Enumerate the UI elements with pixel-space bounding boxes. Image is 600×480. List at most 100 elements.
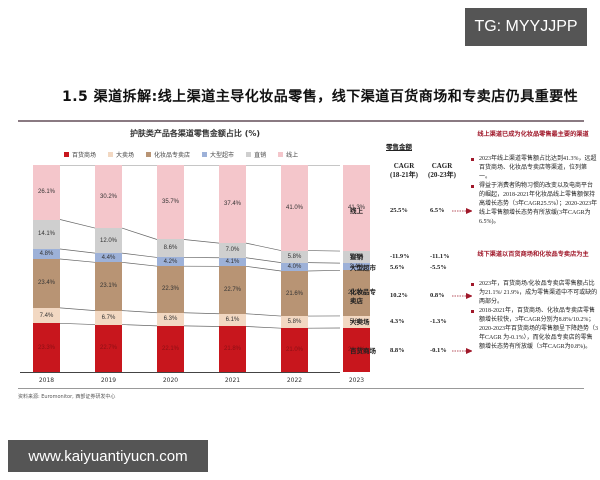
divider-bottom <box>18 388 584 389</box>
cagr-18-21-label: CAGR (18-21年) <box>390 162 418 179</box>
data-label: 4.4% <box>101 254 116 261</box>
bar-segment: 41.0% <box>281 165 308 251</box>
watermark-top: TG: MYYJJPP <box>465 8 587 46</box>
data-label: 37.4% <box>223 201 241 208</box>
data-label: 6.3% <box>163 316 178 323</box>
bar-segment: 4.4% <box>95 253 122 263</box>
data-label: 26.1% <box>37 189 55 196</box>
bar-segment: 7.4% <box>33 307 60 324</box>
bar-segment: 4.2% <box>157 257 184 267</box>
data-label: 6.1% <box>225 317 240 324</box>
legend-item: 直销 <box>246 150 266 159</box>
data-label: 4.1% <box>225 259 240 266</box>
channel-name: 直销 <box>350 254 363 261</box>
page-title: 1.5 渠道拆解:线上渠道主导化妆品零售，线下渠道百货商场和专卖店仍具重要性 <box>62 89 579 105</box>
arrow-right-icon <box>452 348 472 354</box>
bar-segment: 4.0% <box>281 262 308 271</box>
stacked-bar-chart: 23.3% 7.4% 23.4% 4.8% 14.1% 26.1% 22.7% 6.7% 23.… <box>20 165 370 372</box>
x-tick-label: 2019 <box>100 377 117 384</box>
data-label: 7.4% <box>39 312 54 319</box>
chart-title: 护肤类产品各渠道零售金额占比 (%) <box>129 129 261 138</box>
data-label: 22.1% <box>161 345 179 352</box>
bar-segment: 3.4% <box>343 263 370 271</box>
data-label: 41.0% <box>285 204 303 211</box>
cagr-18-21-value: 4.3% <box>390 318 405 325</box>
data-label: 14.1% <box>37 231 55 238</box>
legend-label: 大型超市 <box>210 152 235 159</box>
data-label: 23.3% <box>37 344 55 351</box>
bar-segment: 6.7% <box>95 310 122 325</box>
data-label: 35.7% <box>161 199 179 206</box>
online-bullet-2: 得益于消费者购物习惯的改变以及电商平台的崛起，2018-2021年化妆品线上零售… <box>471 183 598 225</box>
data-label: 21.8% <box>223 346 241 353</box>
data-label: 22.7% <box>223 287 241 293</box>
data-label: 3.4% <box>349 263 364 270</box>
bar-segment: 5.8% <box>281 316 308 329</box>
cagr-20-23-label: CAGR (20-23年) <box>428 162 456 179</box>
cagr-18-21-value: 25.5% <box>390 207 408 214</box>
cagr-20-23-value: 0.8% <box>430 292 445 299</box>
legend-item: 化妆品专卖店 <box>146 150 190 159</box>
source-note: 资料来源: Euromonitor, 西部证券研发中心 <box>18 394 116 400</box>
legend-label: 百货商场 <box>72 152 97 159</box>
bar-segment: 4.1% <box>219 257 246 267</box>
data-label: 23.1% <box>99 283 117 290</box>
bar-segment: 37.4% <box>219 165 246 244</box>
data-label: 5.8% <box>349 318 364 325</box>
legend-label: 大卖场 <box>116 152 135 159</box>
x-tick-label: 2020 <box>162 377 179 384</box>
legend-label: 线上 <box>286 152 299 159</box>
offline-bullets: 2023年，百货商场/化妆品专卖店零售额占比为21.1%/ 21.9%，成为零售… <box>470 280 598 352</box>
bar-segment: 21.8% <box>219 326 246 372</box>
table-header: 零售金额 <box>386 143 412 151</box>
data-label: 4.0% <box>287 263 302 270</box>
cagr-20-23-value: -1.3% <box>430 318 447 325</box>
x-tick-label: 2023 <box>348 377 365 384</box>
column-header-cagr-18-21: CAGR (18-21年) <box>382 162 426 180</box>
cagr-18-21-value: 8.8% <box>390 347 405 354</box>
bar-2023: 21.1% 5.8% 21.9% 3.4% 5.8% 41.3% <box>343 165 370 372</box>
watermark-bottom: www.kaiyuantiyucn.com <box>8 440 208 472</box>
cagr-18-21-value: -11.9% <box>390 253 410 260</box>
channel-name: 大型超市 <box>350 265 376 272</box>
data-label: 4.8% <box>39 250 54 257</box>
bar-segment: 14.1% <box>33 219 60 249</box>
bar-segment: 12.0% <box>95 228 122 254</box>
bar-segment: 5.8% <box>281 250 308 263</box>
bar-segment: 35.7% <box>157 165 184 240</box>
channel-name: 化妆品专卖店 <box>350 289 376 305</box>
legend-swatch <box>108 152 114 157</box>
arrow-right-icon <box>452 208 472 214</box>
bar-2021: 21.8% 6.1% 22.7% 4.1% 7.0% 37.4% <box>219 165 246 372</box>
legend-swatch <box>146 152 152 157</box>
online-bullets: 2023年线上渠道零售额占比达到41.3%，远超百货商场、化妆品专卖店等渠道，位… <box>470 155 598 227</box>
bar-segment: 22.3% <box>157 266 184 313</box>
cagr-18-21-value: 5.6% <box>390 264 405 271</box>
bar-segment: 23.1% <box>95 262 122 311</box>
data-label: 22.7% <box>99 345 117 352</box>
bar-segment: 21.6% <box>281 271 308 317</box>
data-label: 21.1% <box>347 346 365 353</box>
data-label: 4.2% <box>163 258 178 265</box>
bar-segment: 22.7% <box>95 324 122 372</box>
bar-segment: 41.3% <box>343 165 370 252</box>
offline-heading: 线下渠道以百货商场和化妆品专卖店为主 <box>477 251 589 258</box>
data-label: 21.9% <box>347 290 365 297</box>
bar-segment: 21.9% <box>343 270 370 316</box>
data-label: 8.6% <box>163 245 178 252</box>
arrow-right-icon <box>452 293 472 299</box>
offline-bullet-2: 2018-2021年，百货商场、化妆品专卖店零售额增长较快，3年CAGR分别为8… <box>471 308 598 350</box>
x-tick-label: 2022 <box>286 377 303 384</box>
legend-label: 化妆品专卖店 <box>154 152 191 159</box>
legend-item: 线上 <box>278 150 298 159</box>
online-heading: 线上渠道已成为化妆品零售最主要的渠道 <box>477 131 589 138</box>
bar-segment: 8.6% <box>157 239 184 258</box>
x-axis <box>20 372 340 373</box>
bar-segment: 21.1% <box>343 328 370 372</box>
bar-segment: 4.8% <box>33 248 60 259</box>
bar-2019: 22.7% 6.7% 23.1% 4.4% 12.0% 30.2% <box>95 165 122 372</box>
legend-item: 大卖场 <box>108 150 134 159</box>
divider-top <box>18 120 584 122</box>
legend-swatch <box>246 152 252 157</box>
bar-segment: 6.1% <box>219 313 246 327</box>
